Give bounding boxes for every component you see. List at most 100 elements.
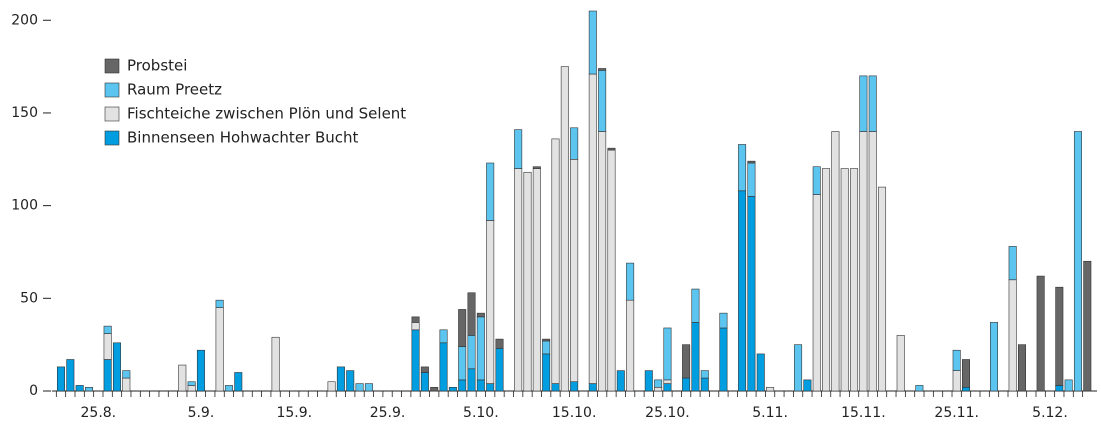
bar-segment: [840, 168, 849, 392]
bar-segment: [448, 386, 457, 392]
bar-segment: [224, 385, 233, 392]
bar-segment: [476, 312, 485, 318]
y-tick-label: 50: [20, 290, 38, 306]
bar-segment: [112, 342, 121, 392]
bar-segment: [626, 262, 635, 301]
legend-swatch: [104, 58, 120, 74]
bar-segment: [430, 386, 439, 392]
bar-segment: [542, 340, 551, 355]
bar-segment: [1064, 379, 1073, 392]
bar-segment: [532, 168, 541, 392]
bar-segment: [747, 196, 756, 392]
bar-segment: [1008, 279, 1017, 392]
bar-segment: [411, 329, 420, 392]
bar-segment: [458, 309, 467, 347]
bar-segment: [607, 147, 616, 151]
legend-swatch: [104, 82, 120, 98]
bar-segment: [812, 166, 821, 195]
bar-segment: [1017, 344, 1026, 392]
bar-segment: [915, 385, 924, 392]
bar-segment: [523, 171, 532, 392]
bar-segment: [458, 346, 467, 381]
bar-segment: [803, 379, 812, 392]
bar-segment: [691, 322, 700, 392]
bar-segment: [122, 370, 131, 379]
bar-segment: [467, 292, 476, 336]
bar-segment: [756, 353, 765, 392]
bar-segment: [495, 348, 504, 392]
bar-segment: [234, 372, 243, 392]
bar-segment: [327, 381, 336, 392]
bar-segment: [103, 325, 112, 334]
bar-segment: [859, 131, 868, 392]
bar-segment: [747, 162, 756, 197]
bar-segment: [364, 383, 373, 392]
y-tick-label: 100: [11, 198, 38, 214]
bar-segment: [747, 160, 756, 164]
legend-label: Probstei: [127, 57, 187, 75]
x-tick-label: 25.10.: [645, 405, 690, 421]
bar-segment: [1083, 260, 1092, 392]
bar-segment: [542, 353, 551, 392]
bar-segment: [570, 158, 579, 383]
bar-segment: [458, 379, 467, 392]
legend-swatch: [104, 106, 120, 122]
bar-segment: [719, 312, 728, 329]
bar-segment: [467, 335, 476, 370]
bar-segment: [588, 73, 597, 384]
x-tick-label: 15.9.: [276, 405, 312, 421]
bar-segment: [952, 370, 961, 392]
x-tick-label: 5.12.: [1032, 405, 1068, 421]
legend-label: Binnenseen Hohwachter Bucht: [127, 129, 359, 147]
bar-segment: [878, 186, 887, 392]
bar-segment: [962, 359, 971, 388]
bar-segment: [1073, 131, 1082, 392]
bar-segment: [812, 194, 821, 392]
bar-segment: [411, 316, 420, 323]
bar-segment: [588, 10, 597, 75]
bar-segment: [514, 168, 523, 392]
bar-segment: [700, 377, 709, 392]
x-tick-label: 15.10.: [552, 405, 597, 421]
bar-segment: [439, 342, 448, 392]
bar-segment: [467, 368, 476, 392]
bar-segment: [215, 307, 224, 392]
bar-segment: [598, 131, 607, 392]
bar-segment: [598, 68, 607, 71]
bar-segment: [738, 190, 747, 392]
bar-segment: [738, 144, 747, 192]
bar-segment: [411, 322, 420, 331]
bar-segment: [336, 366, 345, 392]
bar-segment: [476, 379, 485, 392]
y-tick-label: 0: [29, 383, 38, 399]
bar-segment: [551, 138, 560, 384]
bar-segment: [187, 381, 196, 386]
bar-segment: [514, 129, 523, 169]
bar-segment: [682, 377, 691, 392]
bar-segment: [75, 385, 84, 392]
x-tick-label: 15.11.: [841, 405, 886, 421]
bar-segment: [896, 335, 905, 392]
bar-segment: [822, 168, 831, 392]
bar-segment: [570, 381, 579, 392]
bar-segment: [859, 75, 868, 132]
bar-segment: [952, 349, 961, 371]
bar-segment: [868, 75, 877, 132]
bar-segment: [794, 344, 803, 392]
bar-segment: [84, 386, 93, 392]
bar-segment: [570, 127, 579, 160]
bar-segment: [103, 333, 112, 360]
bar-segment: [56, 366, 65, 392]
bar-segment: [1055, 286, 1064, 386]
bar-segment: [691, 288, 700, 323]
bar-segment: [644, 370, 653, 392]
bar-segment: [476, 316, 485, 381]
bar-segment: [654, 386, 663, 392]
bar-segment: [663, 383, 672, 392]
bar-segment: [551, 383, 560, 392]
bar-segment: [495, 338, 504, 349]
y-tick-label: 150: [11, 105, 38, 121]
bar-segment: [700, 370, 709, 379]
bar-segment: [989, 322, 998, 392]
